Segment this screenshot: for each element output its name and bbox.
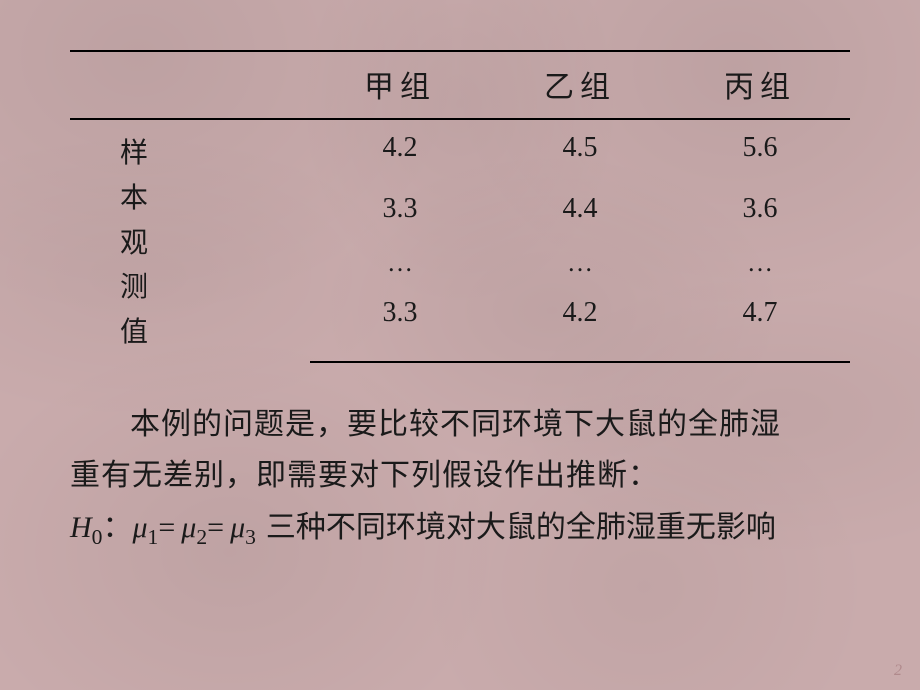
cell: 3.3 [310,187,490,246]
hypothesis-formula: H0：μ1= μ2= μ3 [70,505,256,554]
table-header-row: 甲组 乙组 丙组 [70,51,850,119]
mu2: μ [181,511,196,544]
cell: 5.6 [670,119,850,187]
mu1: μ [132,511,147,544]
sub3: 3 [245,525,256,549]
colon: ： [102,511,132,544]
col-group-c: 丙组 [670,51,850,119]
page-number: 2 [894,662,902,680]
mu3: μ [230,511,245,544]
cell: 3.6 [670,187,850,246]
slide: 甲组 乙组 丙组 样本观测值 4.2 4.5 5.6 3.3 4.4 3.6 …… [0,0,920,690]
col-empty [70,51,310,119]
cell: 4.5 [490,119,670,187]
cell: 4.7 [670,291,850,362]
sub1: 1 [148,525,159,549]
sym-H: H [70,511,92,544]
cell: 4.4 [490,187,670,246]
row-label: 样本观测值 [70,119,310,362]
cell-ellipsis: … [310,246,490,291]
col-group-b: 乙组 [490,51,670,119]
para-line1: 本例的问题是，要比较不同环境下大鼠的全肺湿 [70,399,850,450]
col-group-a: 甲组 [310,51,490,119]
hypothesis-text: 三种不同环境对大鼠的全肺湿重无影响 [266,505,776,552]
para-line2: 重有无差别，即需要对下列假设作出推断： [70,459,659,492]
hypothesis-line: H0：μ1= μ2= μ3 三种不同环境对大鼠的全肺湿重无影响 [70,505,850,554]
sub2: 2 [196,525,207,549]
cell: 4.2 [310,119,490,187]
sub-0: 0 [92,525,103,549]
cell-ellipsis: … [490,246,670,291]
cell: 4.2 [490,291,670,362]
eq2: = [207,511,224,544]
eq1: = [158,511,175,544]
cell-ellipsis: … [670,246,850,291]
body-paragraph: 本例的问题是，要比较不同环境下大鼠的全肺湿 重有无差别，即需要对下列假设作出推断… [70,399,850,501]
cell: 3.3 [310,291,490,362]
table-row: 样本观测值 4.2 4.5 5.6 [70,119,850,187]
data-table: 甲组 乙组 丙组 样本观测值 4.2 4.5 5.6 3.3 4.4 3.6 …… [70,50,850,363]
